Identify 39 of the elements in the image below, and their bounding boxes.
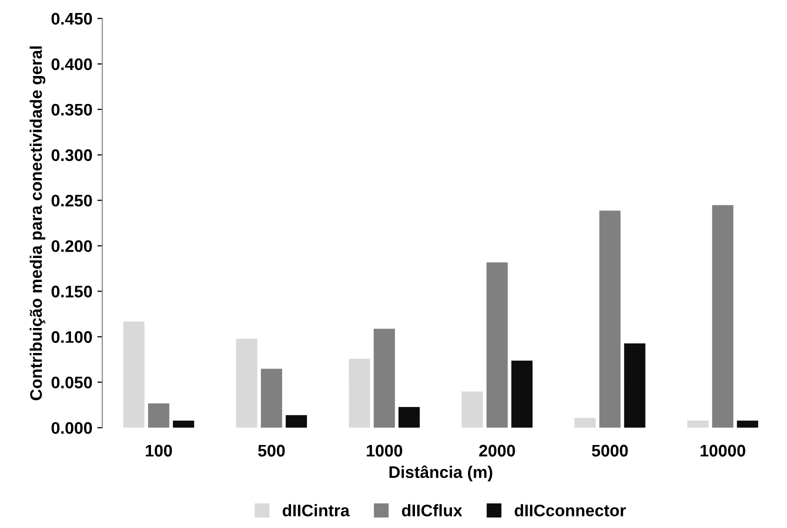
x-axis-title: Distância (m) [390, 465, 492, 482]
y-tick-label: 0.450 [52, 12, 92, 25]
y-tick-label: 0.300 [52, 149, 92, 162]
x-tick-label: 500 [258, 444, 285, 457]
bar [511, 360, 533, 428]
bar [574, 418, 596, 428]
bar [148, 403, 170, 428]
bar [172, 420, 194, 428]
y-tick-label: 0.200 [52, 240, 92, 252]
bar [599, 210, 621, 428]
x-tick-label: 1000 [366, 444, 402, 457]
bar [398, 406, 420, 428]
bar [687, 420, 709, 428]
y-tick-label: 0.400 [52, 58, 92, 70]
bar [736, 420, 758, 428]
bar [374, 328, 395, 428]
x-tick-label: 5000 [592, 444, 628, 457]
bar [236, 338, 258, 428]
legend-label: dIICflux [402, 504, 462, 516]
bar [712, 205, 734, 428]
x-tick-label: 10000 [700, 444, 746, 457]
y-axis-title: Contribuição media para conectividade geral [30, 46, 46, 400]
legend-label: dIICconnector [514, 504, 626, 516]
y-tick-label: 0.250 [52, 194, 92, 207]
y-tick-label: 0.000 [52, 422, 92, 434]
legend-label: dIICintra [282, 504, 350, 516]
bar [260, 368, 282, 428]
y-tick-label: 0.050 [52, 376, 92, 388]
bar [462, 392, 483, 428]
y-tick-label: 0.100 [52, 331, 92, 343]
bar [348, 358, 370, 428]
x-tick-label: 2000 [479, 444, 515, 457]
bar [286, 415, 307, 428]
y-tick-label: 0.150 [52, 286, 92, 298]
x-tick-label: 100 [146, 444, 172, 457]
bar [486, 262, 508, 428]
bar [123, 322, 145, 428]
bar [624, 343, 646, 428]
y-tick-label: 0.350 [52, 104, 92, 116]
